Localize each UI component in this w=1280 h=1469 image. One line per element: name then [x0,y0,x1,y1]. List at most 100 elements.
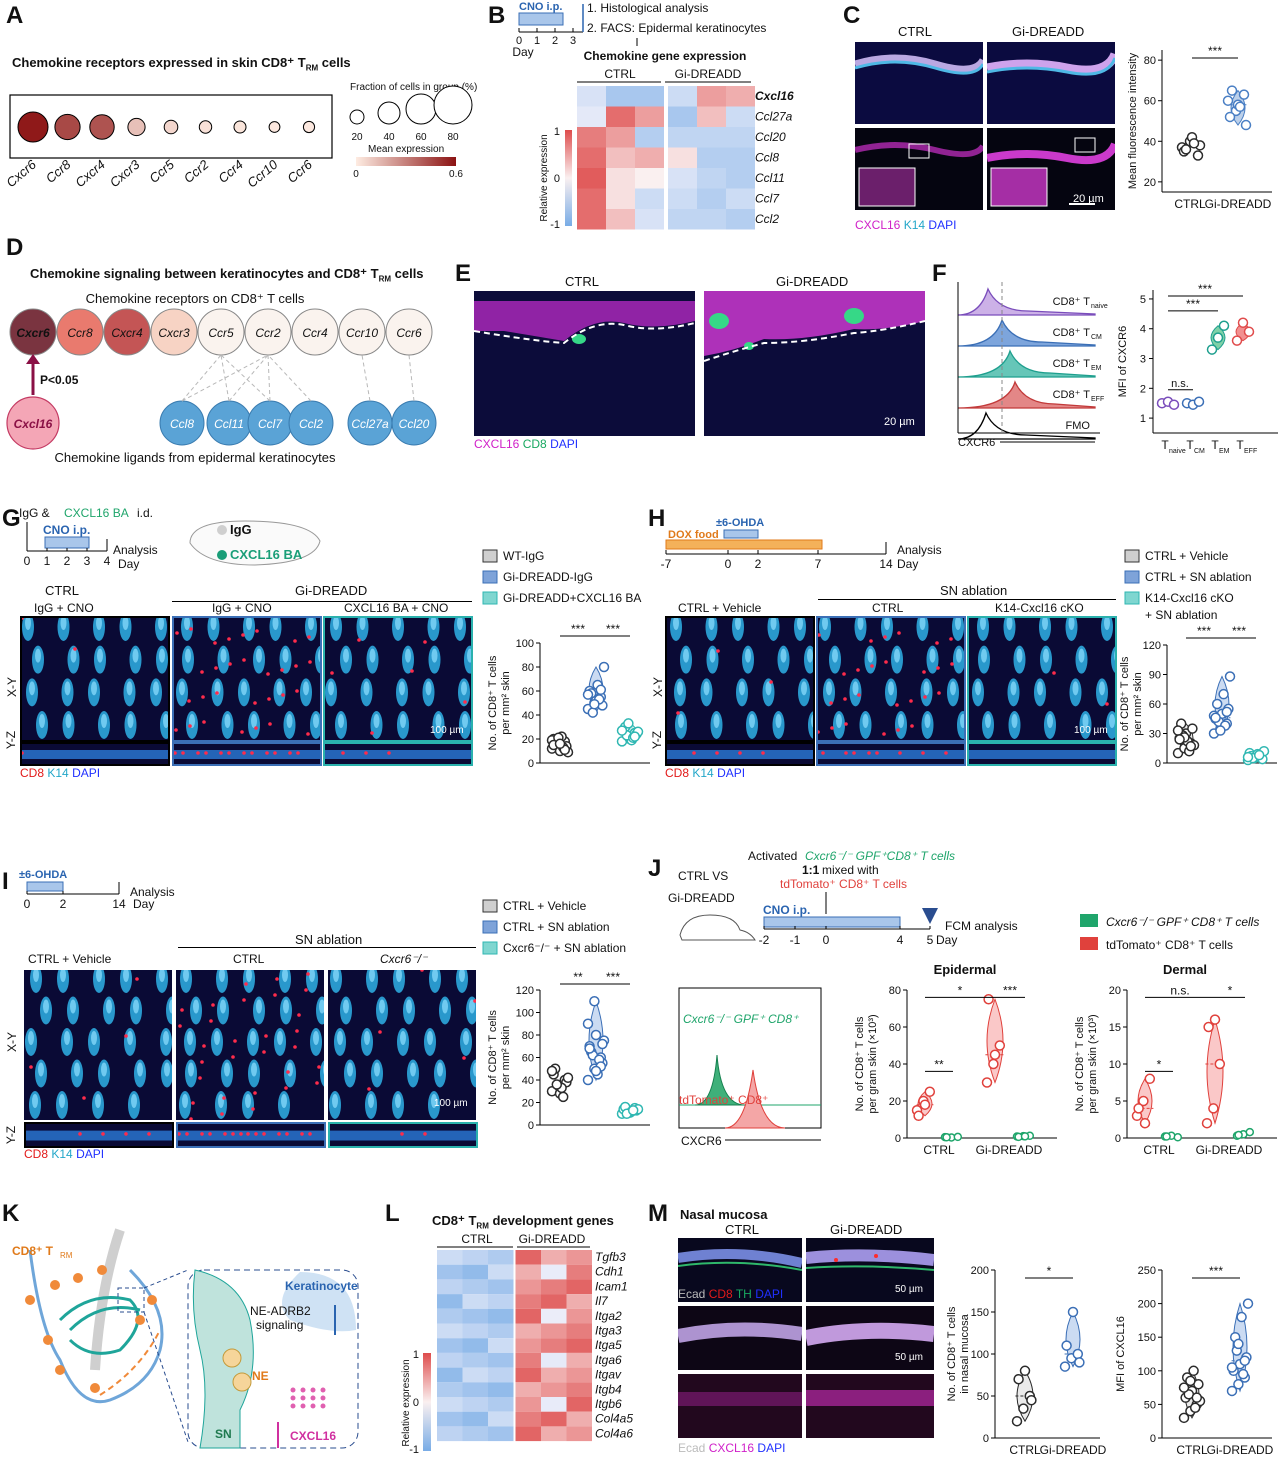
heat-cell [566,1279,592,1295]
follicle-core [399,681,405,696]
y-tick-label: 15 [1109,1022,1121,1034]
follicle-core [272,618,279,630]
cd8-cell [716,649,720,653]
receptor-label: Ccr10 [346,326,378,340]
cd8-cell [147,1132,151,1136]
follicle-core [343,648,349,663]
heat-cell [488,1338,514,1353]
heat-cell [541,1279,567,1295]
group-gi: Gi-DREADD [675,67,742,81]
follicle-core [1072,681,1079,696]
data-point-0 [1011,1415,1023,1427]
zoom-line [143,1311,189,1443]
follicle-core [677,681,683,696]
y-tick-label: 100 [1138,1366,1156,1378]
follicle-core [425,681,432,696]
heat-cell [577,127,606,148]
y-tick-label: 5 [1140,294,1146,306]
data-point-2 [1242,751,1254,763]
cd8-cell [843,697,847,701]
cd8-cell [423,640,427,644]
gene-label: Itgb6 [595,1397,622,1411]
y-tick-label: 0 [1115,1133,1121,1145]
data-point-2 [1209,1014,1221,1025]
follicle-core [74,1062,80,1077]
y-tick-label: 0 [528,758,534,770]
panel-label-g: G [2,505,21,532]
histogram-1 [957,318,1096,347]
ohda-bar [723,529,759,539]
dox-bar [665,539,823,550]
follicle-core [39,714,45,728]
follicle-core [1006,618,1013,630]
day-label: 14 [112,897,126,911]
cxcl16-dot [300,1395,306,1401]
gene-label: Col4a6 [595,1426,633,1440]
g-inj-label: IgG & [19,506,50,520]
cno-bar [518,12,564,26]
y-tick-label: 80 [1144,55,1156,67]
legend-box [1124,570,1140,584]
receptor-label: Ccr8 [67,326,93,340]
cd8-cell [251,1107,255,1111]
heat-cell [577,168,606,189]
data-point-0 [1174,734,1185,745]
histogram-2 [957,349,1096,378]
hist-label: CD8⁺ T [1053,358,1091,370]
follicle-core [473,1062,476,1077]
c-ctrl-label: CTRL [898,24,932,39]
data-point [1206,344,1218,355]
follicle-core [220,648,227,663]
data-point-1 [597,1038,608,1050]
cd8-cell [268,722,272,726]
data-point-0 [913,1110,924,1122]
g-axis-xy: X-Y [5,676,20,698]
cd8-cell [370,731,374,735]
cd8-cell [178,1132,181,1136]
keratinocyte-region [282,1272,356,1332]
cd8-cell [400,1132,404,1136]
cd8-cell [738,751,742,755]
cno-label: CNO i.p. [763,903,810,917]
follicle-core [256,648,262,663]
y-tick-label: 50 [977,1391,989,1403]
legend-label: Gi-DREADD-IgG [503,570,593,584]
yz-band [178,1130,324,1141]
data-point-1 [1072,1348,1084,1360]
follicle-core [185,648,191,663]
ohda-label: ±6-OHDA [716,517,764,529]
data-point-2 [989,1049,1001,1060]
ne-signal-label: NE-ADRB2 [250,1304,311,1318]
interaction-line [220,354,271,402]
follicle-core [1011,714,1018,728]
i-micro-ko-xy [328,970,476,1120]
cd8-cell [175,631,179,635]
follicle-core [218,1094,224,1108]
follicle-core [950,681,956,696]
i-micro-ctrl-yz [176,1122,326,1148]
follicle-core [286,714,293,728]
follicle-core [822,618,828,630]
data-point-0 [1188,138,1200,149]
heat-cell [488,1367,514,1383]
gene-label: Ccr2 [181,156,212,186]
heat-cell [462,1308,488,1324]
follicle-core [328,681,334,696]
y-axis-label: MFI of CXCL16 [1115,1316,1127,1392]
data-point-2 [1208,1103,1219,1114]
follicle-core [801,681,807,696]
data-point-1 [1215,725,1226,736]
follicle-core [250,1031,256,1045]
m-ctrl-label: CTRL [725,1222,759,1237]
cd8-cell [300,1132,304,1136]
heat-cell [726,188,755,209]
cd8-cell [364,751,368,755]
heat-cell [462,1426,488,1442]
follicle-core [210,618,217,630]
cd8-cell [198,1076,202,1080]
legend-box [482,549,498,563]
data-point-2 [629,731,641,742]
y-tick-label: 90 [1149,670,1161,682]
cd8-cell [473,999,476,1003]
